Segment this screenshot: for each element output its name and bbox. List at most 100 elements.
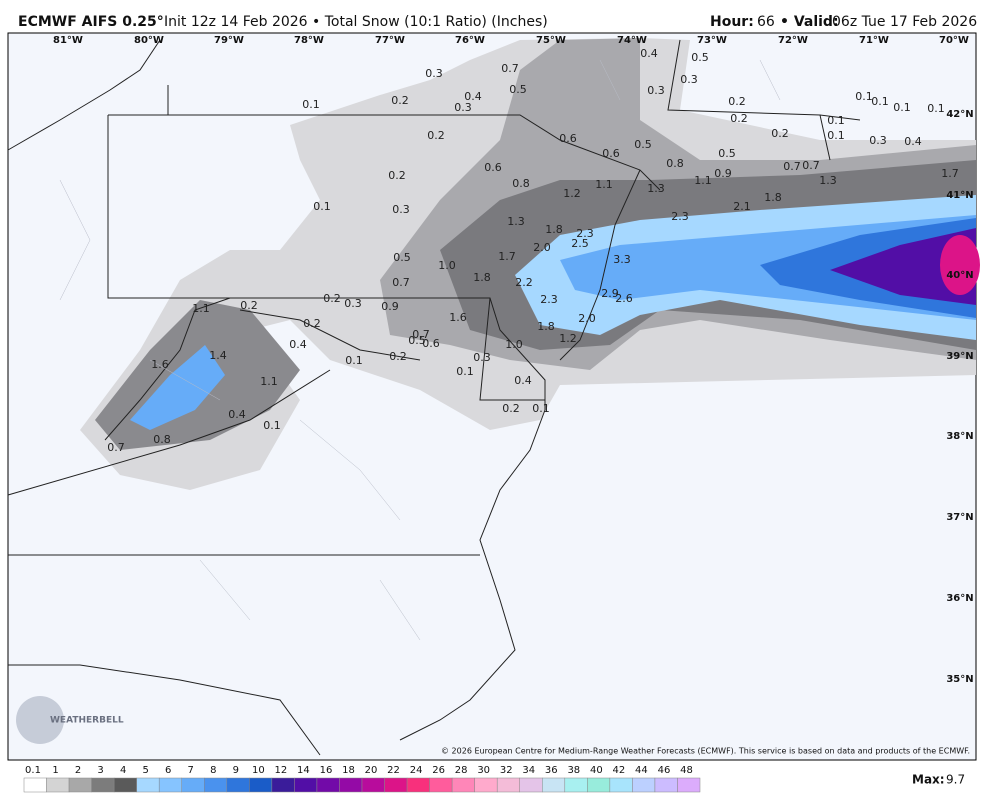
longitude-label: 72°W <box>778 35 808 46</box>
snow-label: 0.2 <box>388 169 406 182</box>
colorbar-segment <box>564 777 588 793</box>
snow-label: 2.2 <box>515 276 533 289</box>
snow-label: 0.5 <box>509 83 527 96</box>
snow-label: 0.1 <box>532 402 550 415</box>
snow-label: 0.7 <box>501 62 519 75</box>
colorbar-segment <box>136 777 160 793</box>
longitude-label: 78°W <box>294 35 324 46</box>
snow-label: 0.7 <box>392 276 410 289</box>
snow-label: 1.1 <box>595 178 613 191</box>
colorbar-segment <box>406 777 430 793</box>
snow-label: 0.2 <box>240 299 258 312</box>
colorbar-label: 28 <box>455 765 468 776</box>
snow-label: 1.8 <box>473 271 491 284</box>
colorbar-segment <box>158 777 182 793</box>
snow-label: 0.1 <box>345 354 363 367</box>
snow-max <box>940 235 980 295</box>
colorbar-label: 46 <box>658 765 671 776</box>
snow-label: 0.5 <box>408 334 426 347</box>
longitude-label: 79°W <box>214 35 244 46</box>
colorbar-label: 24 <box>410 765 423 776</box>
snow-label: 2.0 <box>533 241 551 254</box>
state-borders <box>7 39 861 756</box>
snow-label: 0.8 <box>512 177 530 190</box>
snow-label: 0.4 <box>228 408 246 421</box>
colorbar-label: 44 <box>635 765 648 776</box>
snow-label: 0.6 <box>559 132 577 145</box>
snow-label: 0.4 <box>640 47 658 60</box>
snow-label: 0.3 <box>473 351 491 364</box>
latitude-label: 40°N <box>946 270 973 281</box>
snow-label: 0.6 <box>602 147 620 160</box>
snow-label: 0.4 <box>904 135 922 148</box>
snow-label: 0.9 <box>381 300 399 313</box>
snow-label: 0.4 <box>464 90 482 103</box>
snow-label: 0.8 <box>153 433 171 446</box>
valid: 06z Tue 17 Feb 2026 <box>832 14 977 30</box>
colorbar-segment <box>609 777 633 793</box>
colorbar-label: 30 <box>477 765 490 776</box>
colorbar-segment <box>249 777 273 793</box>
colorbar-label: 20 <box>365 765 378 776</box>
snow-label: 1.7 <box>498 250 516 263</box>
snow-label: 0.3 <box>454 101 472 114</box>
snow-label: 1.1 <box>260 375 278 388</box>
colorbar-label: 1 <box>52 765 58 776</box>
colorbar-segment <box>204 777 228 793</box>
snow-label: 1.3 <box>647 182 665 195</box>
snow-label: 0.1 <box>871 95 889 108</box>
snow-label: 0.8 <box>666 157 684 170</box>
snow-label: 1.6 <box>151 358 169 371</box>
snow-label: 1.8 <box>545 223 563 236</box>
snow-label: 1.1 <box>694 174 712 187</box>
colorbar-label: 40 <box>590 765 603 776</box>
snow-label: 0.1 <box>827 114 845 127</box>
snow-label: 0.7 <box>412 328 430 341</box>
snow-8in <box>830 228 976 305</box>
hour: 66 <box>757 14 775 30</box>
snow-label: 0.2 <box>502 402 520 415</box>
colorbar-label: 7 <box>188 765 194 776</box>
colorbar-segment <box>46 777 70 793</box>
snow-label: 0.2 <box>389 350 407 363</box>
longitude-label: 77°W <box>375 35 405 46</box>
colorbar-segment <box>181 777 205 793</box>
title-rest: Init 12z 14 Feb 2026 • Total Snow (10:1 … <box>164 14 548 30</box>
snow-label: 1.0 <box>438 259 456 272</box>
snow-label: 0.2 <box>728 95 746 108</box>
colorbar-label: 12 <box>275 765 288 776</box>
snow-label: 0.1 <box>927 102 945 115</box>
longitude-label: 73°W <box>697 35 727 46</box>
snow-label: 2.1 <box>733 200 751 213</box>
colorbar-label: 26 <box>432 765 445 776</box>
colorbar-segment <box>384 777 408 793</box>
snow-label: 0.3 <box>647 84 665 97</box>
colorbar-label: 32 <box>500 765 513 776</box>
colorbar-label: 8 <box>210 765 216 776</box>
colorbar-label: 48 <box>680 765 693 776</box>
snow-label: 0.2 <box>303 317 321 330</box>
colorbar-label: 0.1 <box>25 765 41 776</box>
colorbar-label: 22 <box>387 765 400 776</box>
snow-label: 0.5 <box>691 51 709 64</box>
snow-label: 2.3 <box>540 293 558 306</box>
snow-label: 0.2 <box>391 94 409 107</box>
colorbar-segment <box>316 777 340 793</box>
colorbar-segment <box>91 777 115 793</box>
longitude-label: 71°W <box>859 35 889 46</box>
longitude-label: 81°W <box>53 35 83 46</box>
title-bold: ECMWF AIFS 0.25° <box>18 14 164 30</box>
snow-label: 1.8 <box>537 320 555 333</box>
snow-label: 0.1 <box>855 90 873 103</box>
colorbar-segment <box>632 777 656 793</box>
snow-label: 0.3 <box>680 73 698 86</box>
colorbar-segment <box>587 777 611 793</box>
colorbar-label: 2 <box>75 765 81 776</box>
colorbar-label: 5 <box>142 765 148 776</box>
snow-label: 1.6 <box>449 311 467 324</box>
snow-label: 0.5 <box>718 147 736 160</box>
longitude-label: 76°W <box>455 35 485 46</box>
logo: WEATHERBELL <box>50 716 124 726</box>
colorbar-segment <box>677 777 701 793</box>
